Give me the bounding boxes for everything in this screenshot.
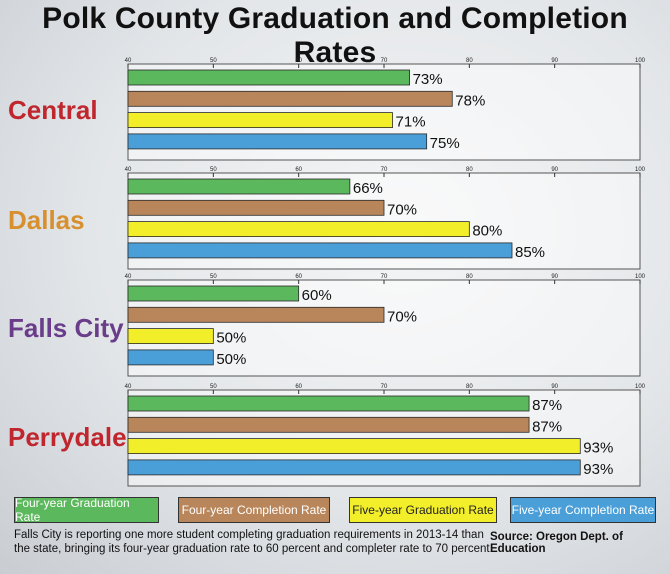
data-label: 87% bbox=[532, 397, 562, 414]
group-label-perrydale: Perrydale bbox=[8, 422, 127, 452]
footnote: Falls City is reporting one more student… bbox=[14, 529, 493, 555]
bar-falls-city-s0 bbox=[127, 285, 300, 302]
bar-dallas-s2 bbox=[127, 221, 470, 238]
bar-central-s1 bbox=[127, 90, 453, 107]
chart-title: Polk County Graduation and Completion Ra… bbox=[42, 2, 628, 69]
tick-label: 100 bbox=[635, 167, 646, 173]
group-label-falls-city: Falls City bbox=[8, 313, 124, 343]
bar-falls-city-s2 bbox=[127, 328, 214, 345]
tick-label: 40 bbox=[125, 274, 132, 280]
tick-label: 80 bbox=[466, 384, 473, 390]
tick-label: 80 bbox=[466, 58, 473, 64]
tick-label: 60 bbox=[295, 167, 302, 173]
tick-label: 90 bbox=[551, 274, 558, 280]
tick-label: 70 bbox=[381, 167, 388, 173]
tick-label: 70 bbox=[381, 274, 388, 280]
bar-falls-city-s3 bbox=[127, 349, 214, 366]
tick-label: 90 bbox=[551, 58, 558, 64]
tick-label: 100 bbox=[635, 274, 646, 280]
data-label: 70% bbox=[387, 308, 417, 325]
tick-label: 60 bbox=[295, 274, 302, 280]
bar-perrydale-s2 bbox=[127, 438, 581, 455]
tick-label: 90 bbox=[551, 384, 558, 390]
tick-label: 50 bbox=[210, 58, 217, 64]
data-label: 93% bbox=[583, 461, 613, 478]
data-label: 80% bbox=[472, 223, 502, 240]
bar-perrydale-s0 bbox=[127, 395, 530, 412]
bar-dallas-s3 bbox=[127, 242, 513, 259]
data-label: 87% bbox=[532, 418, 562, 435]
tick-label: 40 bbox=[125, 58, 132, 64]
legend-four-year-graduation: Four-year Graduation Rate bbox=[14, 496, 159, 524]
bar-perrydale-s1 bbox=[127, 416, 530, 433]
tick-label: 80 bbox=[466, 274, 473, 280]
tick-label: 90 bbox=[551, 167, 558, 173]
bar-falls-city-s1 bbox=[127, 306, 385, 323]
source-note: Source: Oregon Dept. of Education bbox=[490, 531, 623, 555]
data-label: 75% bbox=[430, 135, 460, 152]
bar-dallas-s1 bbox=[127, 199, 385, 216]
data-label: 78% bbox=[455, 92, 485, 109]
tick-label: 100 bbox=[635, 58, 646, 64]
tick-label: 40 bbox=[125, 384, 132, 390]
data-label: 73% bbox=[413, 71, 443, 88]
tick-label: 70 bbox=[381, 58, 388, 64]
tick-label: 50 bbox=[210, 384, 217, 390]
tick-label: 100 bbox=[635, 384, 646, 390]
data-label: 66% bbox=[353, 180, 383, 197]
data-label: 85% bbox=[515, 244, 545, 261]
data-label: 70% bbox=[387, 201, 417, 218]
bar-central-s3 bbox=[127, 133, 428, 150]
tick-label: 60 bbox=[295, 58, 302, 64]
legend-four-year-completion: Four-year Completion Rate bbox=[178, 497, 330, 523]
tick-label: 80 bbox=[466, 167, 473, 173]
data-label: 93% bbox=[583, 440, 613, 457]
group-label-dallas: Dallas bbox=[8, 205, 85, 235]
tick-label: 50 bbox=[210, 167, 217, 173]
tick-label: 70 bbox=[381, 384, 388, 390]
data-label: 50% bbox=[216, 351, 246, 368]
bar-perrydale-s3 bbox=[127, 459, 581, 476]
data-label: 71% bbox=[396, 114, 426, 131]
bar-central-s2 bbox=[127, 112, 393, 128]
tick-label: 60 bbox=[295, 384, 302, 390]
legend-five-year-completion: Five-year Completion Rate bbox=[510, 497, 656, 523]
bar-dallas-s0 bbox=[127, 178, 351, 195]
data-label: 50% bbox=[216, 330, 246, 347]
bar-central-s0 bbox=[127, 69, 411, 86]
group-label-central: Central bbox=[8, 95, 98, 125]
legend-five-year-graduation: Five-year Graduation Rate bbox=[349, 497, 497, 523]
tick-label: 50 bbox=[210, 274, 217, 280]
data-label: 60% bbox=[302, 287, 332, 304]
tick-label: 40 bbox=[125, 167, 132, 173]
